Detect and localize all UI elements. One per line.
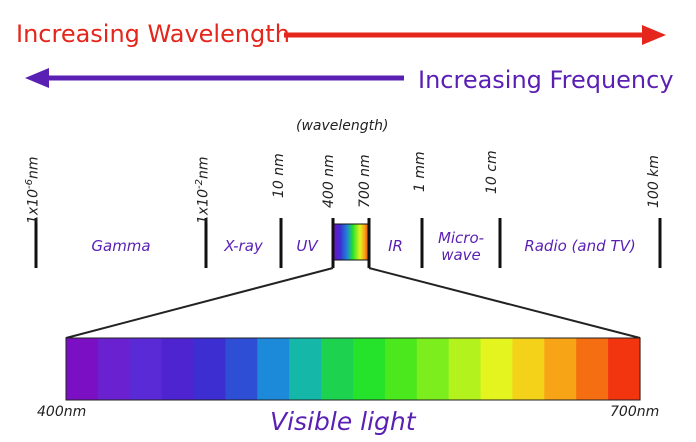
spectrum-strip	[97, 338, 131, 400]
spectrum-strip	[193, 338, 227, 400]
tick-label-ir-end: 1 mm	[412, 151, 428, 192]
increasing-wavelength-arrowhead	[642, 25, 666, 45]
spectrum-strip	[480, 338, 514, 400]
spectrum-strip	[384, 338, 418, 400]
band-ir: IR	[388, 237, 403, 255]
spectrum-strip	[225, 338, 258, 400]
increasing-frequency-arrowhead	[25, 68, 49, 88]
tick-label-visible-end: 700 nm	[357, 154, 373, 208]
spectrum-strip	[257, 338, 290, 400]
spectrum-strip	[416, 338, 450, 400]
spectrum-strip	[608, 338, 641, 400]
wavelength-caption: (wavelength)	[296, 118, 389, 134]
visible-start-label: 400nm	[37, 404, 87, 420]
visible-end-label: 700nm	[610, 404, 660, 420]
spectrum-strip	[544, 338, 577, 400]
tick-label-xray-start: 1x10-2nm	[194, 156, 212, 224]
tick-label-uv-start: 10 nm	[271, 153, 287, 198]
spectrum-strip	[448, 338, 482, 400]
spectrum-strip	[512, 338, 545, 400]
tick-label-radio-end: 100 km	[646, 155, 662, 208]
mini-visible-band	[332, 223, 370, 261]
increasing-wavelength-label: Increasing Wavelength	[16, 20, 290, 48]
zoom-line-right	[368, 267, 641, 339]
spectrum-strip	[576, 338, 609, 400]
tick-label-microwave-end: 10 cm	[484, 150, 500, 194]
spectrum-strip	[129, 338, 163, 400]
band-gamma: Gamma	[91, 237, 151, 255]
band-uv: UV	[296, 237, 318, 255]
band-radio: Radio (and TV)	[524, 237, 636, 255]
visible-light-title: Visible light	[270, 407, 416, 436]
spectrum-strip	[321, 338, 354, 400]
spectrum-strip	[161, 338, 195, 400]
spectrum-strip	[66, 338, 99, 400]
spectrum-strip	[289, 338, 322, 400]
tick-label-gamma-start: 1x10-6nm	[24, 156, 42, 224]
visible-spectrum-outline	[65, 337, 641, 401]
band-microwave: Micro-wave	[437, 229, 485, 264]
tick-label-visible-start: 400 nm	[321, 154, 337, 208]
spectrum-strip	[353, 338, 386, 400]
increasing-frequency-label: Increasing Frequency	[418, 66, 674, 94]
visible-spectrum-bar	[66, 338, 641, 400]
zoom-line-left	[65, 267, 334, 339]
band-xray: X-ray	[224, 237, 263, 255]
